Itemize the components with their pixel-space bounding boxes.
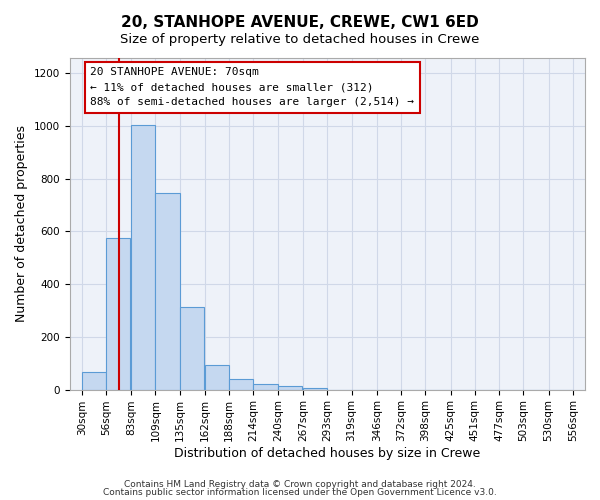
Bar [155,193,180,390]
Bar [106,238,130,390]
Text: Contains public sector information licensed under the Open Government Licence v3: Contains public sector information licen… [103,488,497,497]
Bar [229,379,253,390]
Y-axis label: Number of detached properties: Number of detached properties [15,125,28,322]
Bar [253,384,278,390]
Text: 20 STANHOPE AVENUE: 70sqm
← 11% of detached houses are smaller (312)
88% of semi: 20 STANHOPE AVENUE: 70sqm ← 11% of detac… [90,68,414,107]
Bar [180,306,204,390]
Bar [278,386,302,390]
Text: Size of property relative to detached houses in Crewe: Size of property relative to detached ho… [121,32,479,46]
Bar [131,124,155,390]
Text: 20, STANHOPE AVENUE, CREWE, CW1 6ED: 20, STANHOPE AVENUE, CREWE, CW1 6ED [121,15,479,30]
Bar [303,388,327,390]
Bar [205,364,229,390]
X-axis label: Distribution of detached houses by size in Crewe: Distribution of detached houses by size … [174,447,481,460]
Text: Contains HM Land Registry data © Crown copyright and database right 2024.: Contains HM Land Registry data © Crown c… [124,480,476,489]
Bar [82,372,106,390]
